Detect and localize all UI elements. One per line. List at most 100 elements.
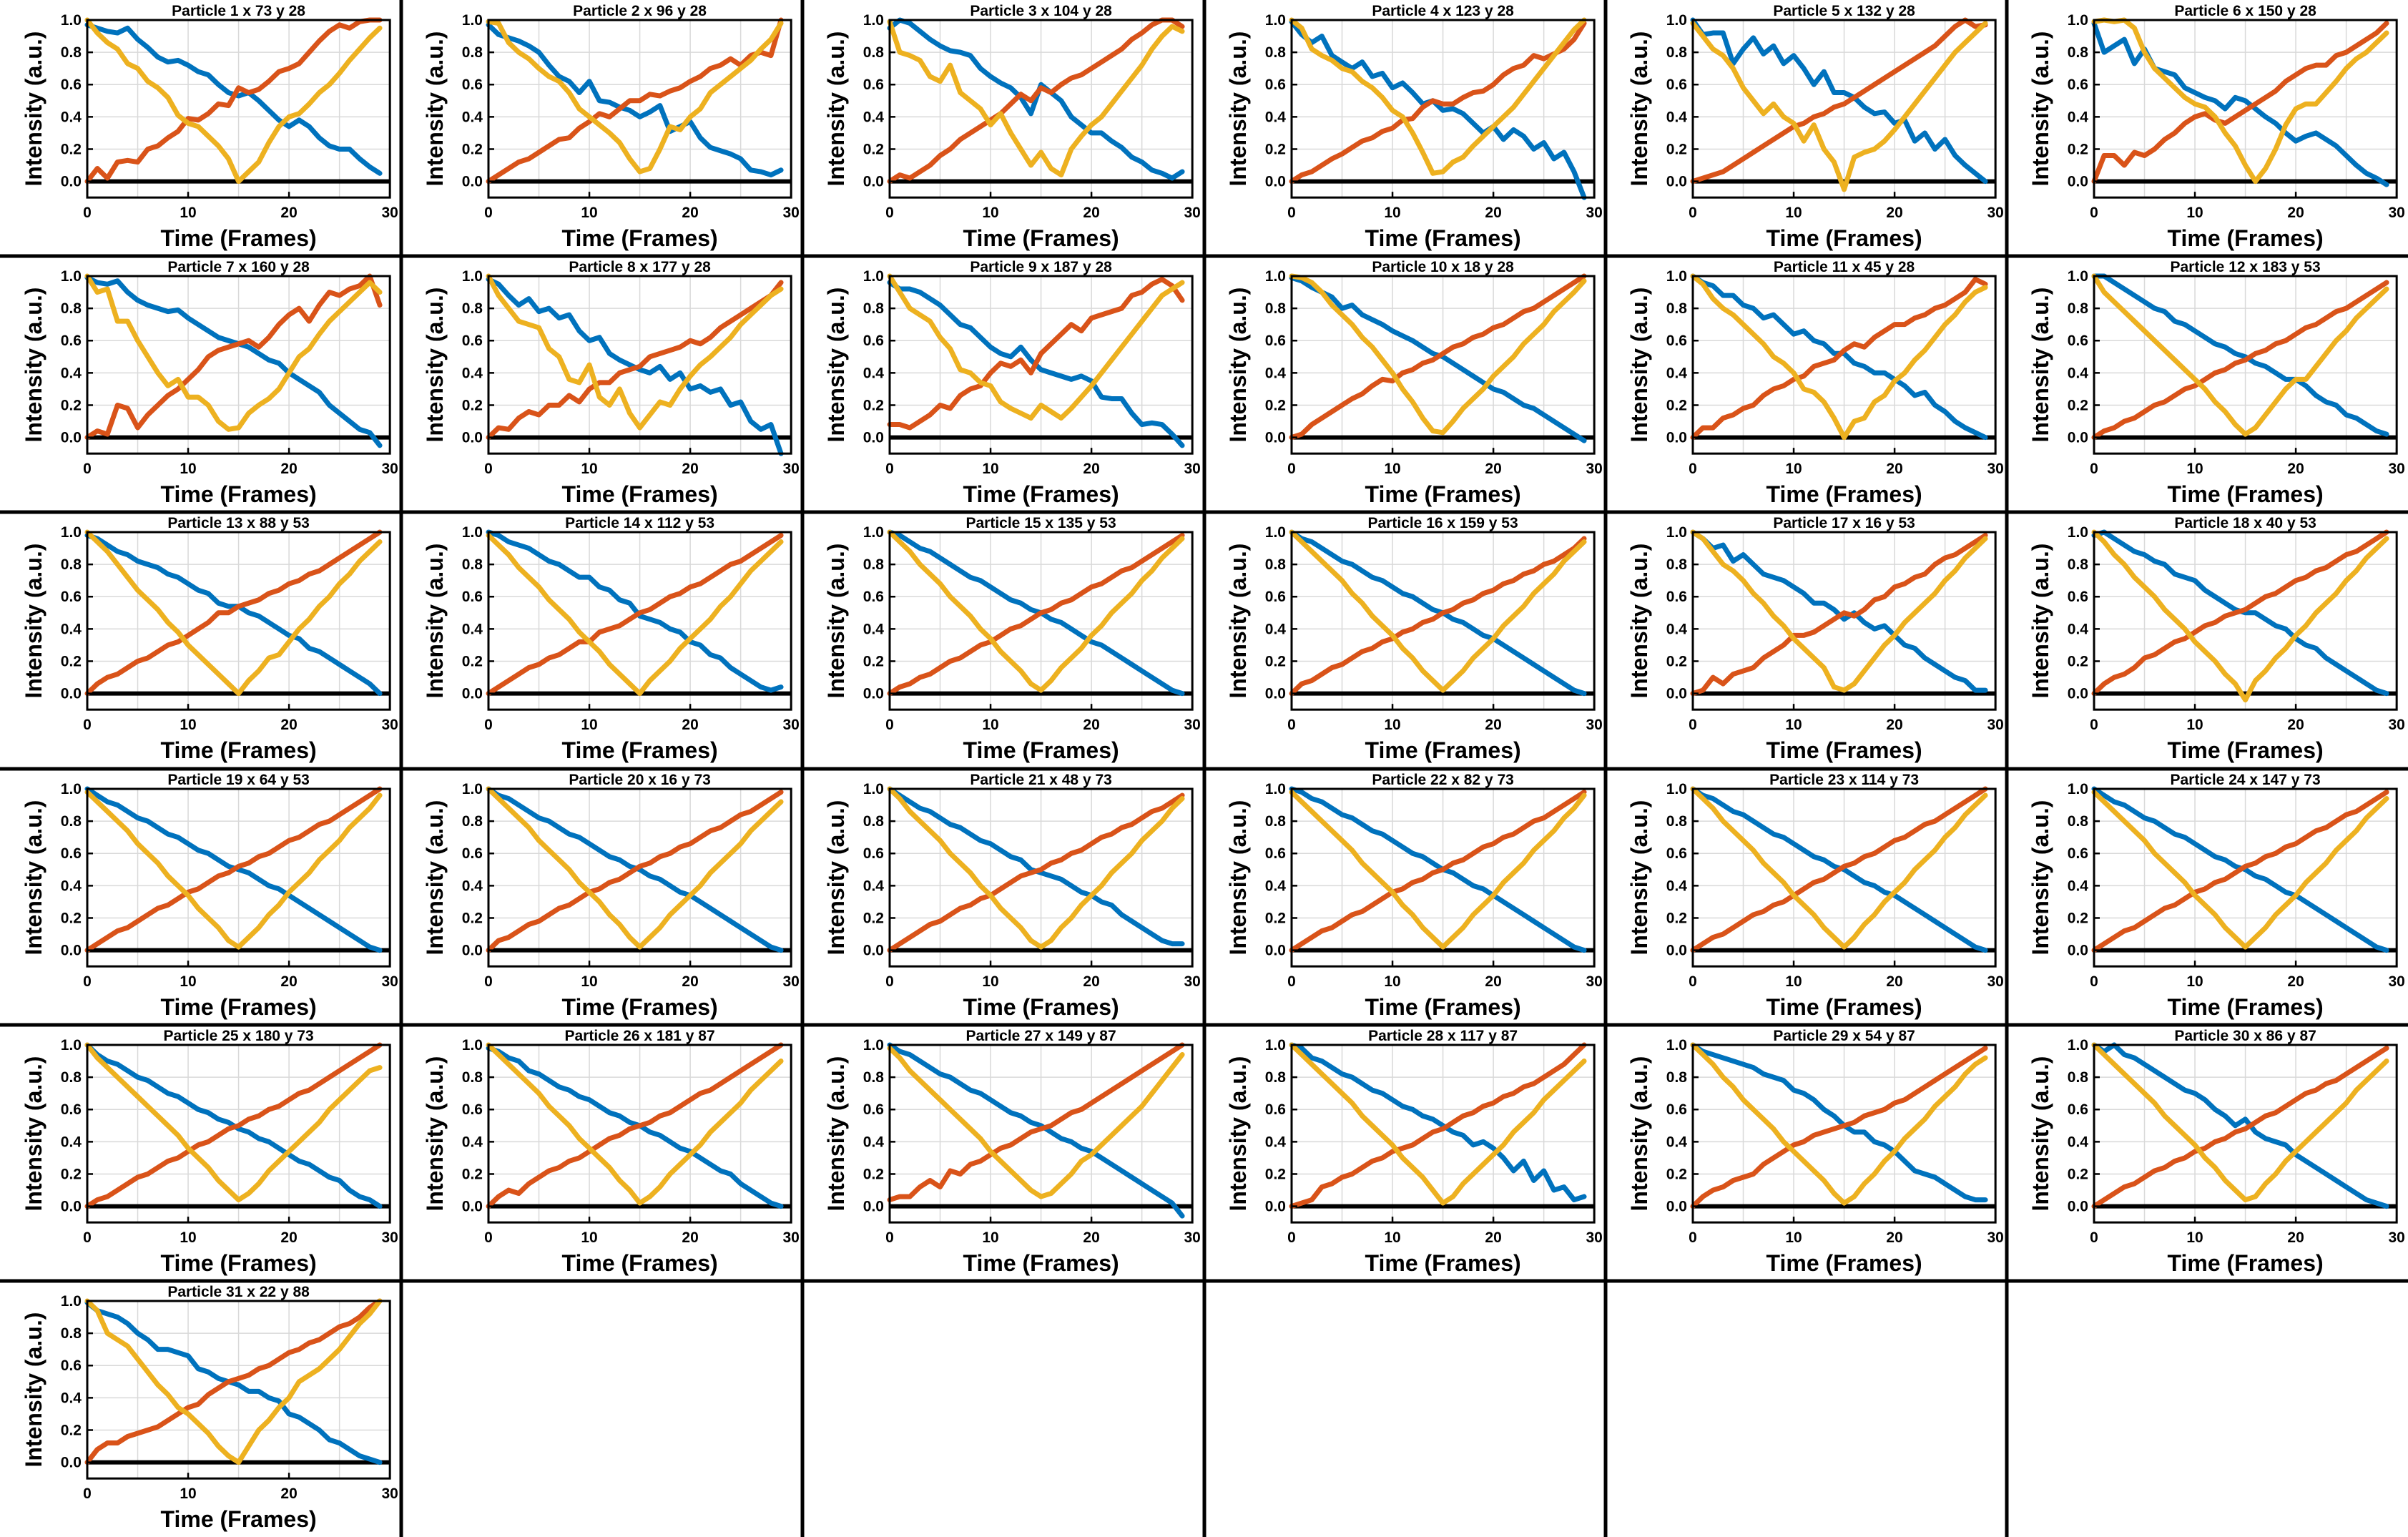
y-axis-label: Intensity (a.u.) <box>422 288 448 443</box>
series-line-3 <box>84 789 383 950</box>
y-tick-label: 0.2 <box>1264 398 1285 414</box>
y-tick-label: 0.8 <box>2068 300 2089 317</box>
x-axis-label: Time (Frames) <box>1766 994 1922 1020</box>
y-tick-label: 0.0 <box>1666 174 1686 190</box>
particle-chart: 0.0 0.2 0.4 0.6 0.8 1.0 0 10 20 30 Particle 15 x 1… <box>823 515 1201 763</box>
y-tick-label: 0.0 <box>1264 1198 1285 1214</box>
y-tick-label: 0.8 <box>863 1069 885 1086</box>
chart-title: Particle 14 x 112 y 53 <box>565 515 714 531</box>
y-tick-label: 0.6 <box>462 589 483 606</box>
x-tick-label: 20 <box>2287 461 2304 477</box>
y-tick-label: 0.8 <box>1264 44 1286 61</box>
y-tick-label: 0.2 <box>61 1422 82 1438</box>
series-line-2 <box>2091 21 2389 185</box>
y-tick-label: 0.0 <box>462 1198 483 1214</box>
y-tick-label: 0.6 <box>2068 333 2088 349</box>
y-tick-label: 0.0 <box>2068 174 2088 190</box>
plot-frame <box>2093 531 2398 711</box>
series-line-2 <box>84 17 383 185</box>
x-axis-label: Time (Frames) <box>963 737 1119 763</box>
plot-frame <box>888 787 1194 968</box>
y-tick-label: 0.2 <box>1666 141 1686 157</box>
x-tick-label: 20 <box>1485 461 1501 477</box>
y-axis-label: Intensity (a.u.) <box>21 800 46 955</box>
y-tick-label: 0.4 <box>2068 878 2089 894</box>
y-tick-label: 0.0 <box>462 430 483 446</box>
x-tick-label: 10 <box>2186 1229 2203 1246</box>
y-axis-label: Intensity (a.u.) <box>1626 31 1652 187</box>
x-tick-label: 0 <box>484 205 493 221</box>
series-line-2 <box>1690 17 1988 185</box>
x-tick-label: 10 <box>180 973 196 990</box>
chart-title: Particle 16 x 159 y 53 <box>1367 515 1518 531</box>
particle-chart: 0.0 0.2 0.4 0.6 0.8 1.0 0 10 20 30 Particle 30 x 8… <box>2028 1028 2405 1276</box>
x-axis-label: Time (Frames) <box>2167 481 2323 507</box>
y-tick-label: 0.4 <box>61 878 82 894</box>
y-axis-label: Intensity (a.u.) <box>21 1312 46 1467</box>
y-tick-label: 0.8 <box>1264 556 1286 573</box>
y-tick-label: 0.0 <box>61 1198 82 1214</box>
plot-frame <box>888 1044 1194 1224</box>
chart-title: Particle 10 x 18 y 28 <box>1372 259 1514 275</box>
y-tick-label: 0.8 <box>1666 1069 1687 1086</box>
series-line-2 <box>887 277 1185 431</box>
x-axis-label: Time (Frames) <box>2167 994 2323 1020</box>
x-tick-label: 0 <box>83 1486 92 1502</box>
particle-chart: 0.0 0.2 0.4 0.6 0.8 1.0 0 10 20 30 Particle 1 x 73… <box>21 3 398 251</box>
y-tick-label: 0.6 <box>2068 77 2088 93</box>
y-tick-label: 0.8 <box>61 813 82 830</box>
x-tick-label: 10 <box>581 717 598 733</box>
x-tick-label: 10 <box>2186 205 2203 221</box>
plot-frame <box>1691 531 1997 711</box>
series-line-3 <box>887 19 1185 178</box>
y-tick-label: 0.8 <box>462 1069 483 1086</box>
y-tick-label: 0.0 <box>863 942 884 958</box>
x-tick-label: 0 <box>2090 205 2098 221</box>
y-tick-label: 0.6 <box>462 845 483 862</box>
x-tick-label: 20 <box>1886 461 1902 477</box>
series-line-3 <box>84 529 383 697</box>
y-tick-label: 0.6 <box>1666 589 1686 606</box>
y-tick-label: 0.4 <box>1666 109 1687 125</box>
y-tick-label: 0.0 <box>2068 1198 2088 1214</box>
y-tick-label: 0.0 <box>1264 686 1285 702</box>
x-axis-label: Time (Frames) <box>2167 737 2323 763</box>
y-axis-label: Intensity (a.u.) <box>422 544 448 699</box>
x-tick-label: 30 <box>381 461 398 477</box>
x-axis-label: Time (Frames) <box>161 1250 317 1276</box>
x-axis-label: Time (Frames) <box>562 481 718 507</box>
particle-chart: 0.0 0.2 0.4 0.6 0.8 1.0 0 10 20 30 Particle 22 x 8… <box>1225 772 1603 1020</box>
x-axis-label: Time (Frames) <box>1365 994 1520 1020</box>
y-tick-label: 0.6 <box>2068 589 2088 606</box>
series-line-3 <box>2091 1042 2389 1202</box>
plot-frame <box>1290 787 1596 968</box>
x-tick-label: 10 <box>1785 717 1802 733</box>
y-tick-label: 0.4 <box>1666 365 1687 382</box>
series-line-2 <box>1690 533 1988 697</box>
chart-title: Particle 15 x 135 y 53 <box>966 515 1116 531</box>
chart-title: Particle 5 x 132 y 28 <box>1773 3 1915 19</box>
series-line-1 <box>84 533 383 697</box>
x-tick-label: 30 <box>1586 717 1602 733</box>
y-tick-label: 1.0 <box>2068 1037 2088 1054</box>
series-line-1 <box>887 529 1185 697</box>
series-line-2 <box>84 529 383 697</box>
plot-frame <box>86 1300 391 1480</box>
x-tick-label: 20 <box>1886 205 1902 221</box>
y-tick-label: 1.0 <box>863 781 884 797</box>
series-line-2 <box>1690 786 1988 953</box>
particle-chart: 0.0 0.2 0.4 0.6 0.8 1.0 0 10 20 30 Particle 31 x 2… <box>21 1284 398 1532</box>
y-tick-label: 0.2 <box>462 398 483 414</box>
x-tick-label: 20 <box>1485 973 1501 990</box>
y-tick-label: 0.0 <box>2068 430 2088 446</box>
series-line-1 <box>887 17 1185 181</box>
x-tick-label: 10 <box>581 205 598 221</box>
x-tick-label: 0 <box>484 1229 493 1246</box>
y-tick-label: 0.4 <box>1264 109 1286 125</box>
y-tick-label: 0.2 <box>863 141 884 157</box>
y-tick-label: 0.6 <box>2068 845 2088 862</box>
chart-title: Particle 20 x 16 y 73 <box>569 772 711 788</box>
particle-chart: 0.0 0.2 0.4 0.6 0.8 1.0 0 10 20 30 Particle 11 x 4… <box>1626 259 2004 507</box>
y-tick-label: 0.4 <box>1666 622 1687 638</box>
x-tick-label: 20 <box>682 717 699 733</box>
